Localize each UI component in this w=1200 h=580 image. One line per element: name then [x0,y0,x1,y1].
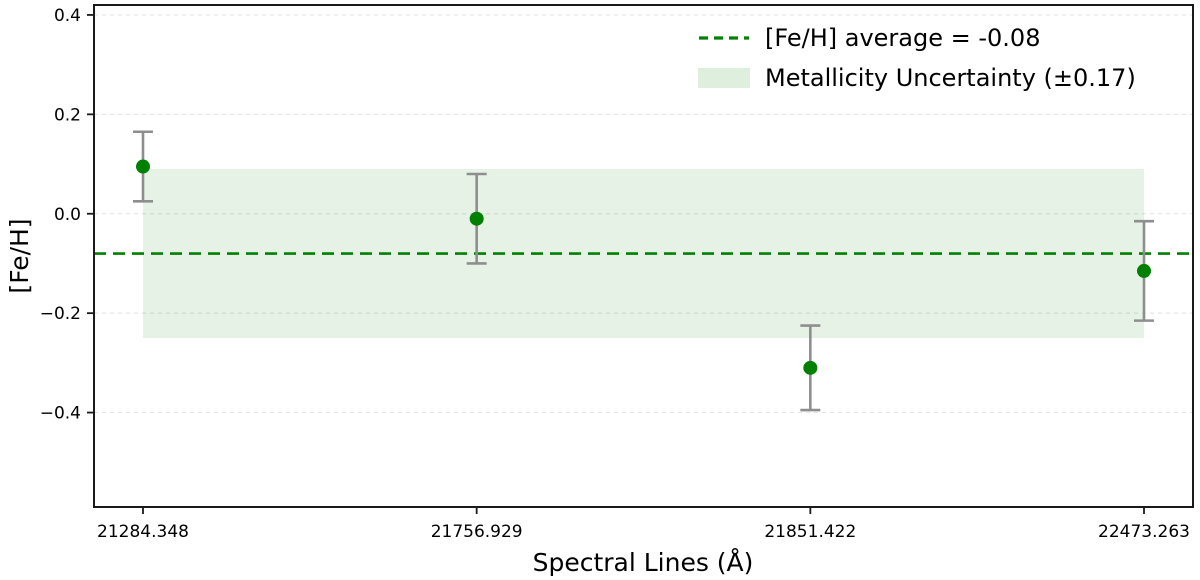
grid-layer [94,14,1193,414]
x-tick-label: 22473.263 [1098,522,1190,542]
legend-item-uncertainty: Metallicity Uncertainty (±0.17) [698,62,1136,94]
y-tick-label: −0.4 [40,404,81,424]
data-point [469,211,484,226]
frame-layer [93,4,1194,508]
x-tick-label: 21284.348 [97,522,189,542]
legend-item-average: [Fe/H] average = -0.08 [698,22,1136,54]
plot-border [93,4,1194,508]
dashed-line-swatch-icon [699,36,749,40]
data-point [136,159,150,174]
patch-swatch-icon [698,68,750,88]
legend: [Fe/H] average = -0.08 Metallicity Uncer… [698,22,1136,94]
tick-layer: 0.4 0.2 0.0 −0.2 −0.4 21284.348 21756.929 21851… [40,6,1190,542]
y-tick-label: 0.2 [54,105,81,125]
y-tick-label: 0.4 [54,6,81,26]
y-tick-label: −0.2 [40,304,81,324]
legend-label-average: [Fe/H] average = -0.08 [765,24,1041,52]
x-tick-label: 21851.422 [764,522,856,542]
y-tick-label: 0.0 [54,205,81,225]
data-point [803,360,818,375]
data-layer [133,130,1154,412]
x-tick-label: 21756.929 [431,522,523,542]
data-point [1137,263,1151,278]
x-axis-label: Spectral Lines (Å) [533,548,754,577]
legend-label-uncertainty: Metallicity Uncertainty (±0.17) [765,64,1136,92]
y-axis-label: [Fe/H] [5,218,34,293]
